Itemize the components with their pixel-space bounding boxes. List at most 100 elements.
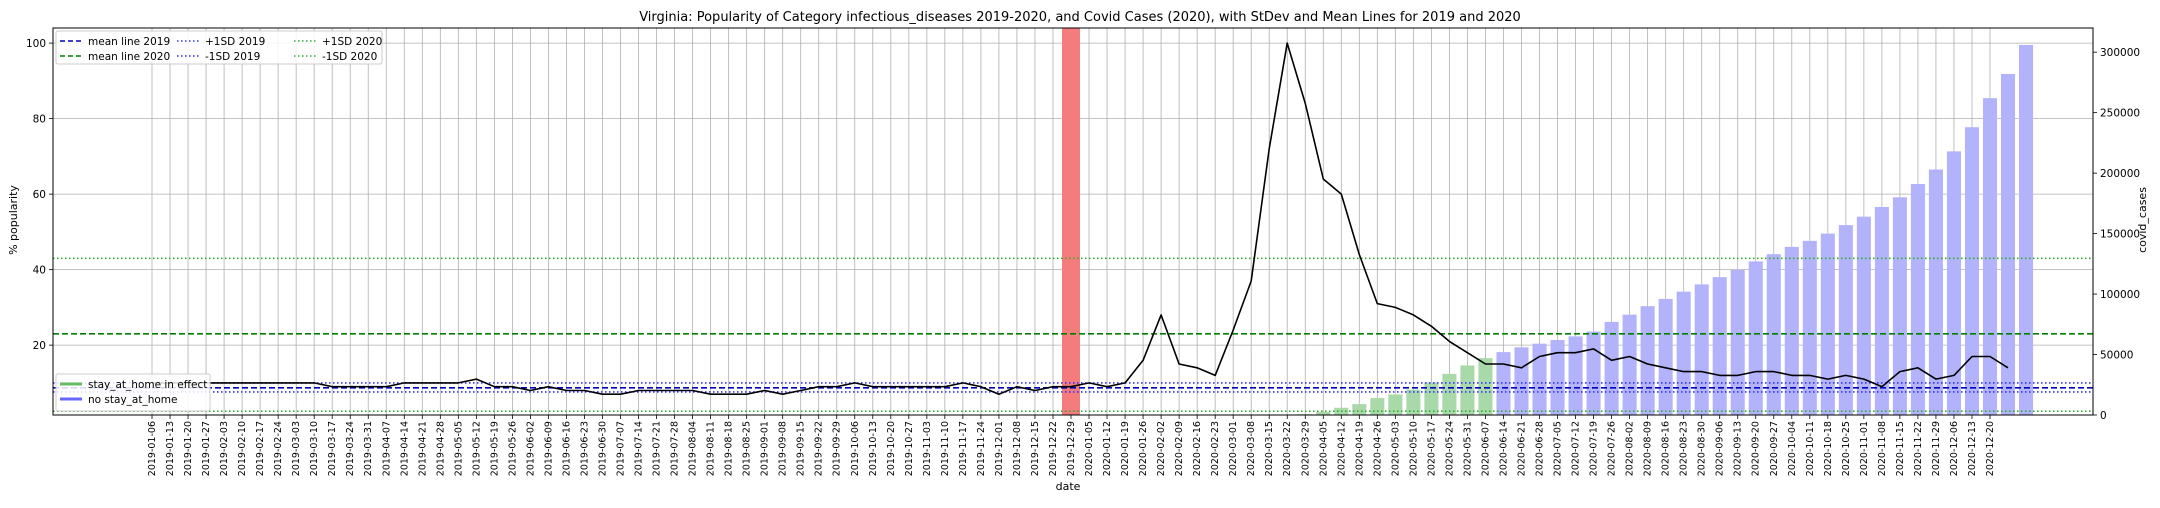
x-tick-label: 2019-11-17 <box>958 421 969 476</box>
x-tick-label: 2020-01-19 <box>1120 421 1131 476</box>
x-tick-label: 2019-04-21 <box>417 421 428 476</box>
x-tick-label: 2019-06-16 <box>561 421 572 476</box>
bar-stay-at-home <box>1406 389 1421 415</box>
x-tick-label: 2020-11-01 <box>1859 421 1870 476</box>
x-tick-label: 2019-07-28 <box>670 421 681 476</box>
x-tick-label: 2020-09-20 <box>1751 421 1762 476</box>
x-tick-label: 2019-03-31 <box>363 421 374 476</box>
x-tick-label: 2020-05-03 <box>1390 421 1401 476</box>
x-tick-label: 2019-09-29 <box>832 421 843 476</box>
y-tick-label-right: 50000 <box>2100 350 2133 362</box>
x-tick-label: 2020-05-24 <box>1444 421 1455 476</box>
x-tick-label: 2019-11-03 <box>922 421 933 476</box>
grid <box>53 28 2093 415</box>
bar-stay-at-home <box>1442 373 1457 415</box>
x-tick-label: 2019-03-24 <box>345 421 356 476</box>
x-tick-label: 2019-01-27 <box>201 421 212 476</box>
x-tick-label: 2020-10-25 <box>1841 421 1852 476</box>
plot-frame <box>52 27 2094 416</box>
x-tick-label: 2020-08-09 <box>1643 421 1654 476</box>
x-tick-label: 2020-06-14 <box>1498 421 1509 476</box>
x-tick-label: 2019-03-10 <box>309 421 320 476</box>
x-tick-label: 2019-05-12 <box>471 421 482 476</box>
legend-label: -1SD 2019 <box>205 51 260 63</box>
x-tick-label: 2020-03-08 <box>1246 421 1257 476</box>
bar-no-stay-at-home <box>1640 306 1655 415</box>
x-tick-label: 2019-06-30 <box>597 421 608 476</box>
x-tick-label: 2019-05-26 <box>507 421 518 476</box>
legend-reference-lines: mean line 2019 mean line 2020 +1SD 2019 -1S… <box>55 30 383 65</box>
legend-label: -1SD 2020 <box>322 51 377 63</box>
x-tick-label: 2020-03-01 <box>1228 421 1239 476</box>
x-tick-label: 2020-08-23 <box>1679 421 1690 476</box>
y-tick-label-right: 300000 <box>2100 47 2140 59</box>
x-tick-label: 2020-02-02 <box>1156 421 1167 476</box>
bar-no-stay-at-home <box>1496 352 1511 415</box>
x-tick-label: 2019-03-03 <box>291 421 302 476</box>
bar-no-stay-at-home <box>1928 169 1943 415</box>
bar-no-stay-at-home <box>1622 314 1637 415</box>
x-tick-label: 2020-10-04 <box>1787 421 1798 476</box>
y-tick-label-right: 100000 <box>2100 289 2140 301</box>
x-tick-label: 2020-06-07 <box>1480 421 1491 476</box>
x-tick-label: 2020-05-17 <box>1426 421 1437 476</box>
x-tick-label: 2019-05-19 <box>489 421 500 476</box>
bar-no-stay-at-home <box>1658 298 1673 415</box>
y-tick-label-left: 40 <box>33 265 46 277</box>
bar-no-stay-at-home <box>1892 197 1907 415</box>
x-tick-label: 2019-05-05 <box>453 421 464 476</box>
x-tick-label: 2020-11-08 <box>1877 421 1888 476</box>
legend-label: +1SD 2019 <box>205 36 265 48</box>
x-tick-label: 2020-06-28 <box>1535 421 1546 476</box>
x-tick-label: 2019-09-08 <box>778 421 789 476</box>
x-tick-label: 2020-03-22 <box>1282 421 1293 476</box>
x-tick-label: 2020-02-23 <box>1210 421 1221 476</box>
x-tick-label: 2020-07-19 <box>1589 421 1600 476</box>
x-tick-label: 2020-12-06 <box>1949 421 1960 476</box>
y-tick-label-right: 150000 <box>2100 229 2140 241</box>
chart-title: Virginia: Popularity of Category infecti… <box>639 10 1521 25</box>
bar-no-stay-at-home <box>1946 151 1961 415</box>
legend-label: mean line 2020 <box>88 51 170 63</box>
x-tick-label: 2020-01-12 <box>1102 421 1113 476</box>
x-tick-label: 2019-04-28 <box>435 421 446 476</box>
x-tick-label: 2019-08-11 <box>706 421 717 476</box>
x-tick-label: 2020-09-27 <box>1769 421 1780 476</box>
x-tick-label: 2020-01-26 <box>1138 421 1149 476</box>
x-tick-label: 2019-11-10 <box>940 421 951 476</box>
x-tick-label: 2020-08-02 <box>1625 421 1636 476</box>
x-tick-label: 2020-09-06 <box>1715 421 1726 476</box>
bar-stay-at-home <box>1370 398 1385 415</box>
bar-stay-at-home <box>1352 404 1367 415</box>
x-tick-label: 2019-01-13 <box>165 421 176 476</box>
x-tick-label: 2020-04-19 <box>1354 421 1365 476</box>
bar-no-stay-at-home <box>1820 233 1835 415</box>
popularity-line-group <box>152 42 2009 396</box>
x-tick-label: 2020-08-30 <box>1697 421 1708 476</box>
x-tick-label: 2020-10-11 <box>1805 421 1816 476</box>
x-tick-label: 2019-06-09 <box>543 421 554 476</box>
bar-no-stay-at-home <box>1730 269 1745 415</box>
x-tick-label: 2019-12-29 <box>1066 421 1077 476</box>
bar-no-stay-at-home <box>1910 184 1925 415</box>
legend-label: no stay_at_home <box>88 394 177 406</box>
x-tick-label: 2019-03-17 <box>327 421 338 476</box>
bar-no-stay-at-home <box>1604 321 1619 415</box>
x-tick-label: 2019-06-23 <box>579 421 590 476</box>
x-tick-label: 2019-01-06 <box>147 421 158 476</box>
x-tick-label: 2019-07-07 <box>616 421 627 476</box>
bar-no-stay-at-home <box>1982 98 1998 416</box>
y-tick-label-right: 250000 <box>2100 108 2140 120</box>
x-tick-label: 2020-11-29 <box>1931 421 1942 476</box>
bar-no-stay-at-home <box>1964 127 1980 415</box>
x-axis-label: date <box>1056 480 1081 493</box>
x-tick-label: 2019-10-13 <box>868 421 879 476</box>
bar-no-stay-at-home <box>1856 216 1871 415</box>
y-tick-label-right: 200000 <box>2100 168 2140 180</box>
x-tick-label: 2019-12-15 <box>1030 421 1041 476</box>
x-tick-label: 2020-04-05 <box>1318 421 1329 476</box>
bar-no-stay-at-home <box>1514 347 1529 415</box>
bar-no-stay-at-home <box>1694 284 1709 415</box>
